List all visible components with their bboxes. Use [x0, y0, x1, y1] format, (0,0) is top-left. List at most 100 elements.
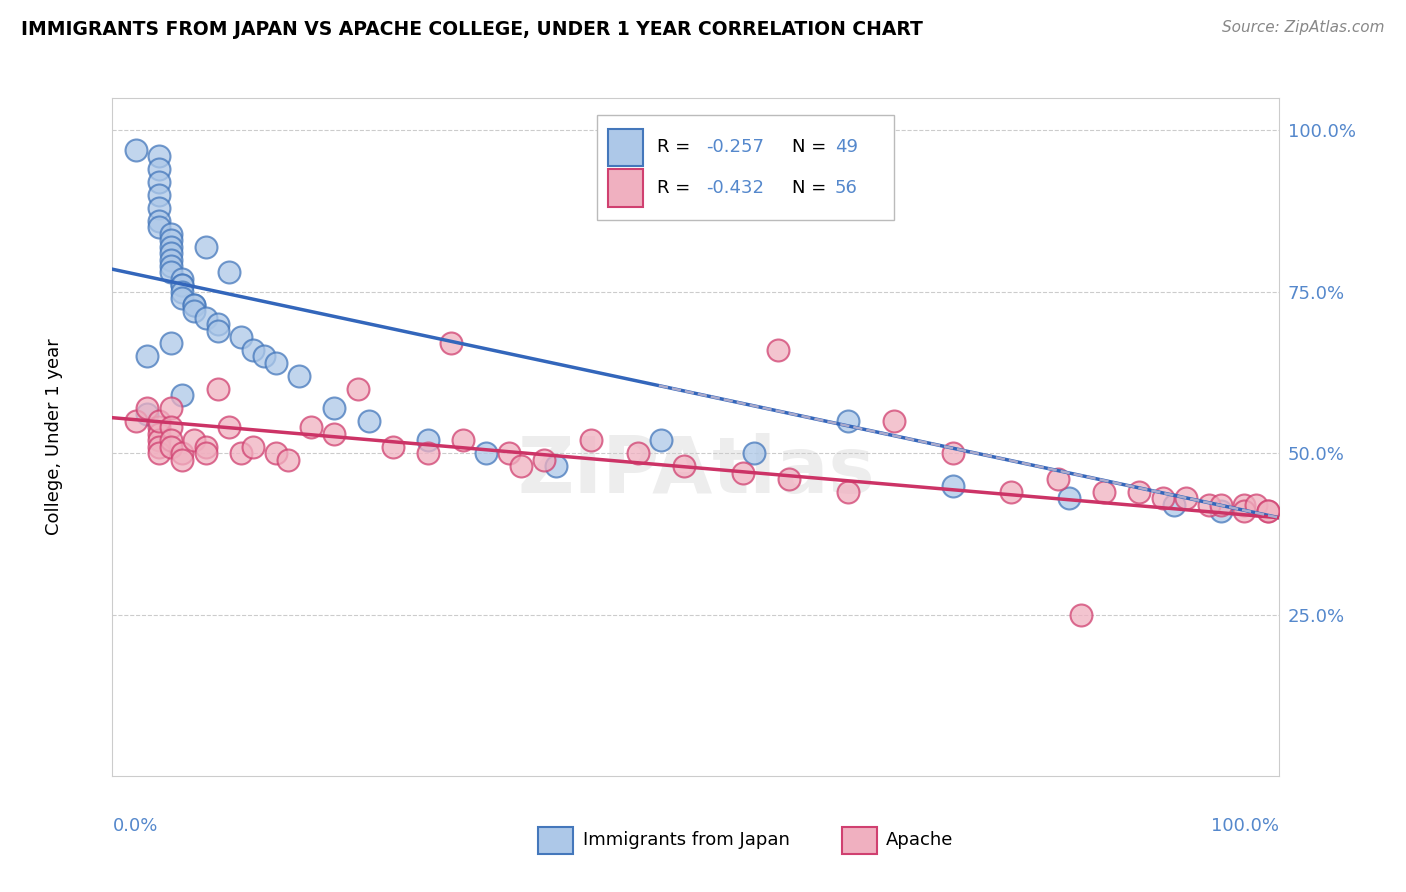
Point: [1163, 498, 1185, 512]
Point: [160, 246, 183, 260]
Point: [1175, 491, 1198, 506]
Point: [242, 343, 264, 357]
Point: [172, 278, 194, 293]
Point: [160, 401, 183, 415]
Point: [544, 459, 567, 474]
Point: [264, 446, 287, 460]
Point: [766, 343, 789, 357]
Point: [475, 446, 498, 460]
FancyBboxPatch shape: [609, 169, 644, 207]
Text: 56: 56: [835, 178, 858, 196]
Point: [160, 233, 183, 247]
Point: [1257, 504, 1279, 518]
Point: [731, 466, 754, 480]
Point: [148, 420, 170, 434]
Point: [1233, 504, 1256, 518]
Point: [1046, 472, 1069, 486]
Point: [416, 434, 439, 448]
Text: 100.0%: 100.0%: [1212, 817, 1279, 835]
Point: [194, 446, 217, 460]
Point: [194, 239, 217, 253]
Point: [148, 201, 170, 215]
Point: [346, 382, 368, 396]
Point: [883, 414, 905, 428]
Point: [1094, 485, 1116, 500]
FancyBboxPatch shape: [609, 128, 644, 166]
FancyBboxPatch shape: [842, 827, 877, 854]
Text: Immigrants from Japan: Immigrants from Japan: [582, 831, 790, 849]
Point: [172, 388, 194, 402]
Point: [160, 265, 183, 279]
Point: [172, 446, 194, 460]
Point: [160, 336, 183, 351]
Text: IMMIGRANTS FROM JAPAN VS APACHE COLLEGE, UNDER 1 YEAR CORRELATION CHART: IMMIGRANTS FROM JAPAN VS APACHE COLLEGE,…: [21, 20, 922, 38]
Point: [451, 434, 474, 448]
Point: [148, 188, 170, 202]
Point: [229, 446, 252, 460]
Point: [778, 472, 800, 486]
Point: [218, 420, 240, 434]
Point: [136, 350, 159, 364]
Point: [1128, 485, 1150, 500]
Point: [160, 239, 183, 253]
Point: [136, 401, 159, 415]
Point: [148, 414, 170, 428]
FancyBboxPatch shape: [596, 115, 894, 220]
Point: [650, 434, 672, 448]
Point: [242, 440, 264, 454]
Text: 49: 49: [835, 138, 858, 156]
Point: [359, 414, 381, 428]
Point: [160, 434, 183, 448]
Point: [264, 356, 287, 370]
Text: R =: R =: [658, 178, 696, 196]
Text: 0.0%: 0.0%: [112, 817, 157, 835]
Point: [579, 434, 602, 448]
Point: [136, 408, 159, 422]
Point: [207, 382, 229, 396]
Point: [1198, 498, 1220, 512]
Point: [207, 324, 229, 338]
Point: [148, 175, 170, 189]
Point: [183, 304, 205, 318]
Point: [172, 272, 194, 286]
Point: [160, 440, 183, 454]
Text: N =: N =: [792, 178, 832, 196]
Point: [148, 446, 170, 460]
Point: [172, 285, 194, 299]
Point: [172, 452, 194, 467]
Point: [744, 446, 766, 460]
Point: [942, 478, 965, 492]
Point: [1233, 498, 1256, 512]
Point: [183, 298, 205, 312]
Point: [148, 162, 170, 177]
Point: [381, 440, 404, 454]
Point: [288, 368, 311, 383]
Point: [837, 485, 859, 500]
Text: R =: R =: [658, 138, 696, 156]
Point: [148, 434, 170, 448]
Point: [498, 446, 520, 460]
Point: [1244, 498, 1267, 512]
Point: [160, 420, 183, 434]
Point: [172, 278, 194, 293]
Point: [207, 317, 229, 331]
Point: [837, 414, 859, 428]
Point: [673, 459, 696, 474]
Point: [1070, 607, 1092, 622]
Point: [533, 452, 555, 467]
Point: [1000, 485, 1022, 500]
Point: [160, 259, 183, 273]
Point: [194, 310, 217, 325]
Text: Apache: Apache: [886, 831, 953, 849]
Point: [1257, 504, 1279, 518]
Text: Source: ZipAtlas.com: Source: ZipAtlas.com: [1222, 20, 1385, 35]
Point: [1152, 491, 1174, 506]
Point: [183, 434, 205, 448]
FancyBboxPatch shape: [538, 827, 574, 854]
Point: [148, 214, 170, 228]
Point: [218, 265, 240, 279]
Point: [627, 446, 650, 460]
Point: [440, 336, 463, 351]
Point: [509, 459, 531, 474]
Point: [125, 414, 148, 428]
